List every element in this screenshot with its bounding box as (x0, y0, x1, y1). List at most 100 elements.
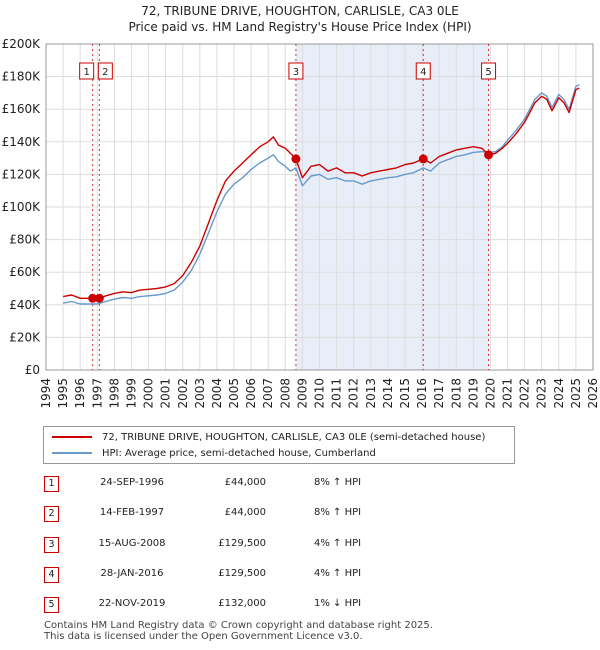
plot-frame (45, 43, 594, 371)
x-tick-label: 2023 (535, 378, 549, 409)
sale-point (291, 154, 301, 164)
x-tick-label: 1996 (73, 378, 87, 409)
x-tick-label: 2004 (210, 378, 224, 409)
sale-price: £44,000 (224, 477, 266, 488)
sale-point (94, 293, 104, 303)
y-tick-label: £60K (9, 265, 41, 279)
table-row: 2 14-FEB-1997 £44,000 8% ↑ HPI (44, 500, 564, 530)
sale-price: £129,500 (218, 537, 266, 549)
x-tick-label: 2012 (347, 378, 361, 409)
sale-price: £44,000 (224, 507, 266, 519)
x-tick-label: 2020 (483, 378, 497, 409)
footer-line-copyright: Contains HM Land Registry data © Crown c… (44, 620, 433, 631)
y-tick-label: £100K (2, 200, 42, 214)
sale-number-badge: 4 (44, 566, 59, 583)
x-tick-label: 2015 (398, 378, 412, 409)
sale-hpi-diff: 8% ↑ HPI (314, 477, 362, 488)
y-tick-label: £160K (2, 102, 42, 116)
sale-hpi-diff: 4% ↑ HPI (314, 537, 362, 549)
x-tick-label: 2008 (278, 378, 292, 409)
sale-hpi-diff: 8% ↑ HPI (314, 507, 362, 519)
price-chart: £0 £20K £40K £60K £80K £100K £120K £140K £160K £1… (2, 37, 600, 409)
sale-date: 14-FEB-1997 (99, 507, 165, 519)
x-tick-label: 2007 (261, 378, 275, 409)
sale-date: 22-NOV-2019 (98, 598, 166, 610)
x-tick-label: 1999 (124, 378, 138, 409)
table-row: 3 15-AUG-2008 £129,500 4% ↑ HPI (44, 531, 564, 561)
x-tick-label: 2018 (449, 378, 463, 409)
legend-item-price: 72, TRIBUNE DRIVE, HOUGHTON, CARLISLE, C… (52, 430, 485, 444)
y-tick-label: £120K (2, 167, 42, 181)
chart-title: 72, TRIBUNE DRIVE, HOUGHTON, CARLISLE, C… (141, 4, 459, 18)
sale-number-badge: 1 (44, 476, 59, 492)
sale-marker-box (415, 62, 431, 80)
sales-table: 1 24-SEP-1996 £44,000 8% ↑ HPI 2 14-FEB-… (44, 470, 564, 621)
legend-swatch-hpi (52, 452, 92, 454)
legend-swatch-price (52, 436, 92, 438)
x-tick-label: 2016 (415, 378, 429, 409)
sale-marker-label: 1 (83, 67, 89, 78)
x-tick-label: 2013 (364, 378, 378, 409)
sale-marker-label: 5 (485, 67, 491, 78)
hpi-line (62, 84, 580, 305)
y-tick-label: £0 (25, 363, 40, 377)
sale-date: 15-AUG-2008 (98, 537, 166, 549)
table-row: 4 28-JAN-2016 £129,500 4% ↑ HPI (44, 561, 564, 591)
sale-marker-box (481, 62, 497, 80)
sale-hpi-diff: 1% ↓ HPI (314, 598, 362, 610)
x-tick-label: 2002 (176, 378, 190, 409)
x-tick-label: 2024 (552, 378, 566, 409)
x-tick-label: 2019 (466, 378, 480, 409)
x-tick-label: 1997 (90, 378, 104, 409)
sale-point (484, 150, 494, 160)
x-tick-label: 1998 (107, 378, 121, 409)
sale-date: 28-JAN-2016 (100, 567, 164, 579)
y-tick-label: £180K (2, 70, 42, 84)
sale-marker-box (79, 62, 95, 80)
sale-price: £129,500 (218, 567, 266, 579)
sale-marker-label: 3 (293, 67, 299, 78)
x-tick-label: 2003 (193, 378, 207, 409)
footer-attribution: Contains HM Land Registry data © Crown c… (44, 620, 433, 642)
x-tick-label: 2025 (569, 378, 583, 409)
x-tick-label: 1995 (56, 378, 70, 409)
sale-point (418, 154, 428, 164)
y-tick-label: £140K (2, 135, 42, 149)
table-row: 5 22-NOV-2019 £132,000 1% ↓ HPI (44, 591, 564, 621)
x-tick-label: 2017 (432, 378, 446, 409)
x-tick-label: 2000 (142, 378, 156, 409)
x-tick-label: 2021 (501, 378, 515, 409)
x-tick-label: 2014 (381, 378, 395, 409)
sale-date: 24-SEP-1996 (100, 477, 164, 488)
sale-number-badge: 2 (44, 506, 59, 523)
y-tick-label: £80K (9, 233, 41, 247)
sale-hpi-diff: 4% ↑ HPI (314, 567, 362, 579)
x-tick-label: 2006 (244, 378, 258, 409)
sale-number-badge: 5 (44, 597, 59, 614)
x-tick-label: 2026 (586, 378, 600, 409)
legend-label-hpi: HPI: Average price, semi-detached house,… (102, 447, 376, 459)
x-tick-label: 2005 (227, 378, 241, 409)
legend-item-hpi: HPI: Average price, semi-detached house,… (52, 446, 376, 460)
x-tick-label: 2001 (159, 378, 173, 409)
legend-label-price: 72, TRIBUNE DRIVE, HOUGHTON, CARLISLE, C… (102, 431, 486, 443)
footer-line-licence: This data is licensed under the Open Gov… (44, 631, 363, 642)
sale-marker-label: 2 (102, 67, 108, 78)
x-tick-label: 2009 (295, 378, 309, 409)
table-row: 1 24-SEP-1996 £44,000 8% ↑ HPI (44, 470, 564, 500)
x-tick-label: 2010 (313, 378, 327, 409)
chart-legend: 72, TRIBUNE DRIVE, HOUGHTON, CARLISLE, C… (43, 426, 515, 464)
x-tick-label: 2011 (330, 378, 344, 409)
x-tick-label: 2022 (518, 378, 532, 409)
y-tick-label: £40K (9, 298, 41, 312)
y-tick-label: £200K (2, 37, 42, 51)
x-tick-label: 1994 (39, 378, 53, 409)
price-paid-line (62, 87, 580, 299)
sale-marker-label: 4 (420, 67, 426, 78)
sale-number-badge: 3 (44, 536, 59, 553)
sale-marker-box (288, 62, 304, 80)
sale-marker-box (97, 62, 113, 80)
y-tick-label: £20K (9, 330, 41, 344)
chart-subtitle: Price paid vs. HM Land Registry's House … (128, 20, 472, 34)
sale-price: £132,000 (218, 598, 266, 610)
